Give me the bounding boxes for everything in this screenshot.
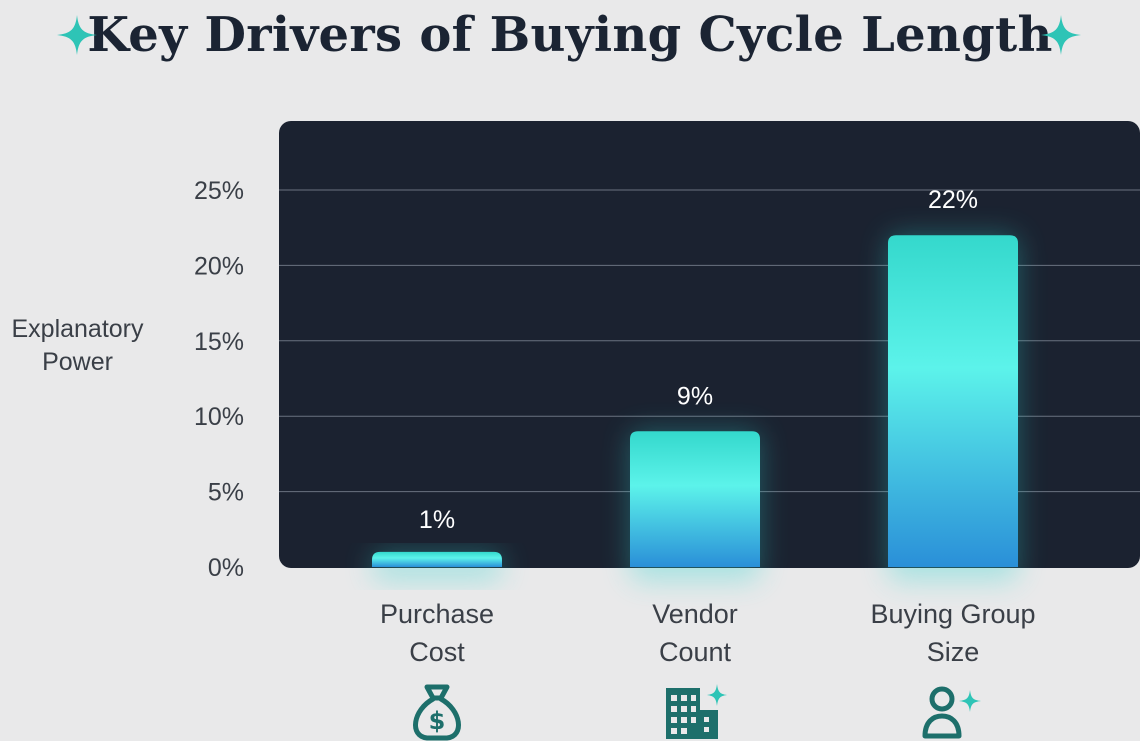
x-tick-label-line: Purchase: [379, 599, 495, 629]
sparkle-icon: [57, 15, 97, 55]
y-tick-label: 15%: [194, 328, 244, 356]
data-label: 9%: [677, 382, 713, 410]
sparkle-icon: [1041, 15, 1081, 55]
bar: [372, 551, 502, 567]
money-bag-icon: $: [413, 684, 461, 741]
data-label: 22%: [928, 186, 978, 214]
building-sparkle-icon: [666, 684, 727, 739]
x-tick-label-line: Buying Group: [870, 599, 1036, 629]
data-label: 1%: [419, 506, 455, 534]
y-tick-label: 0%: [208, 554, 244, 582]
x-tick-label-line: Count: [658, 637, 732, 667]
x-tick-label: Vendor Count: [565, 595, 825, 671]
y-tick-label: 5%: [208, 479, 244, 507]
svg-text:$: $: [429, 707, 446, 735]
x-tick-label: Purchase Cost: [307, 595, 567, 671]
x-tick-label: Buying Group Size: [823, 595, 1083, 671]
y-axis-ticks: 0% 5% 10% 15% 20% 25%: [194, 177, 244, 582]
y-tick-label: 10%: [194, 403, 244, 431]
y-axis-label: Explanatory Power: [0, 313, 155, 379]
y-axis-label-line: Explanatory: [11, 315, 144, 343]
y-tick-label: 20%: [194, 252, 244, 280]
x-tick-label-line: Vendor: [652, 599, 738, 629]
user-sparkle-icon: [922, 686, 981, 739]
x-tick-label-line: Cost: [409, 637, 465, 667]
x-tick-label-line: Size: [926, 637, 980, 667]
bars: [372, 235, 1018, 568]
bar: [630, 431, 760, 567]
data-labels: 1% 9% 22%: [419, 186, 978, 534]
bar: [888, 235, 1018, 568]
y-axis-label-line: Power: [42, 348, 113, 376]
chart-title: Key Drivers of Buying Cycle Length: [87, 7, 1053, 63]
y-tick-label: 25%: [194, 177, 244, 205]
